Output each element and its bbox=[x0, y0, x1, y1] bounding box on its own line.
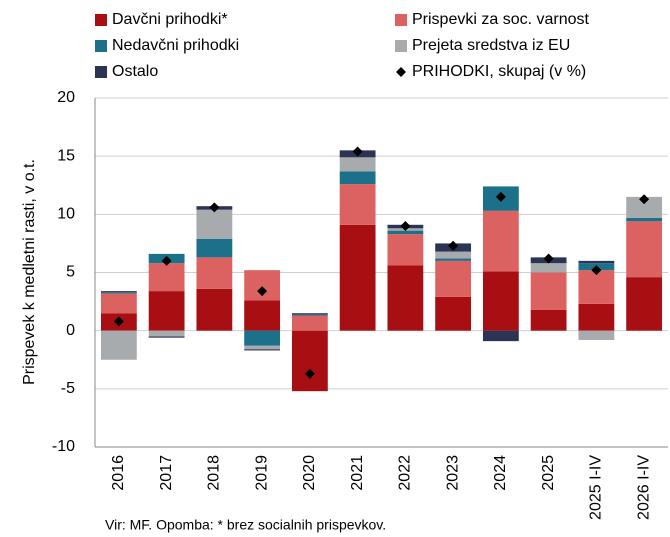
legend-label: Prispevki za soc. varnost bbox=[412, 11, 590, 28]
legend-swatch bbox=[395, 40, 407, 52]
bar-segment bbox=[626, 277, 663, 331]
total-marker bbox=[400, 220, 411, 231]
y-tick-label: -10 bbox=[52, 438, 75, 455]
total-marker bbox=[257, 286, 268, 297]
x-tick-label: 2018 bbox=[206, 455, 223, 491]
y-axis-label: Prispevek k medletni rasti, v o.t. bbox=[21, 159, 38, 385]
x-tick-label: 2020 bbox=[301, 455, 318, 491]
x-tick-label: 2017 bbox=[158, 455, 175, 491]
bar-segment bbox=[244, 349, 281, 351]
bar-segment bbox=[244, 300, 281, 331]
total-marker bbox=[304, 368, 315, 379]
bar-segment bbox=[291, 313, 328, 315]
bar-segment bbox=[435, 260, 472, 297]
bar-segment bbox=[100, 292, 137, 294]
x-tick-label: 2022 bbox=[397, 455, 414, 491]
bar-segment bbox=[626, 217, 663, 222]
bar-segment bbox=[435, 258, 472, 261]
x-tick-label: 2026 I-IV bbox=[635, 455, 652, 520]
y-tick-label: 0 bbox=[66, 322, 75, 339]
bar-segment bbox=[482, 271, 519, 331]
bar-segment bbox=[196, 238, 233, 258]
bar-segment bbox=[196, 209, 233, 239]
bar-segment bbox=[244, 345, 281, 350]
x-tick-label: 2019 bbox=[253, 455, 270, 491]
bar-segment bbox=[530, 309, 567, 331]
y-tick-label: 15 bbox=[57, 147, 75, 164]
bar-segment bbox=[148, 263, 185, 292]
bar-segment bbox=[196, 257, 233, 289]
total-marker bbox=[543, 253, 554, 264]
y-tick-label: 20 bbox=[57, 89, 75, 106]
y-tick-label: 5 bbox=[66, 264, 75, 281]
x-tick-label: 2016 bbox=[110, 455, 127, 491]
x-tick-label: 2024 bbox=[492, 455, 509, 491]
total-marker bbox=[209, 202, 220, 213]
bar-segment bbox=[626, 221, 663, 278]
total-marker bbox=[448, 240, 459, 251]
legend-label: Ostalo bbox=[112, 63, 158, 80]
y-tick-label: -5 bbox=[61, 380, 75, 397]
bar-segment bbox=[100, 330, 137, 360]
bar-segment bbox=[387, 234, 424, 266]
bar-segment bbox=[291, 314, 328, 316]
y-tick-label: 10 bbox=[57, 206, 75, 223]
legend-label: PRIHODKI, skupaj (v %) bbox=[412, 63, 586, 80]
bar-segment bbox=[578, 260, 615, 264]
total-marker bbox=[113, 316, 124, 327]
bar-segment bbox=[291, 330, 328, 392]
bar-segment bbox=[244, 330, 281, 346]
legend-swatch bbox=[395, 14, 407, 26]
bar-segment bbox=[196, 288, 233, 331]
source-note: Vir: MF. Opomba: * brez socialnih prispe… bbox=[105, 517, 386, 533]
bar-segment bbox=[387, 265, 424, 331]
bar-segment bbox=[100, 291, 137, 293]
bar-segment bbox=[530, 263, 567, 273]
bar-segment bbox=[482, 330, 519, 342]
total-marker bbox=[352, 146, 363, 157]
bar-segment bbox=[435, 296, 472, 331]
bar-segment bbox=[578, 270, 615, 304]
total-marker bbox=[639, 194, 650, 205]
bar-segment bbox=[148, 336, 185, 338]
bar-segment bbox=[530, 272, 567, 310]
bar-segment bbox=[626, 196, 663, 218]
legend-swatch bbox=[95, 14, 107, 26]
legend-label: Davčni prihodki* bbox=[112, 11, 228, 28]
bar-segment bbox=[339, 157, 376, 172]
x-tick-label: 2023 bbox=[444, 455, 461, 491]
bar-segment bbox=[339, 171, 376, 185]
total-marker bbox=[495, 191, 506, 202]
legend-marker bbox=[396, 67, 406, 77]
legend-swatch bbox=[95, 66, 107, 78]
x-tick-label: 2025 bbox=[540, 455, 557, 491]
bar-segment bbox=[100, 293, 137, 314]
bar-segment bbox=[291, 315, 328, 331]
bar-segment bbox=[339, 224, 376, 331]
bar-segment bbox=[148, 330, 185, 337]
legend-label: Prejeta sredstva iz EU bbox=[412, 37, 570, 54]
x-tick-label: 2021 bbox=[349, 455, 366, 491]
bar-segment bbox=[482, 210, 519, 272]
bar-segment bbox=[339, 184, 376, 225]
bar-segment bbox=[387, 230, 424, 235]
bar-segment bbox=[578, 330, 615, 340]
legend-label: Nedavčni prihodki bbox=[112, 37, 239, 54]
total-marker bbox=[161, 255, 172, 266]
bar-segment bbox=[435, 251, 472, 259]
bar-segment bbox=[578, 303, 615, 331]
total-marker bbox=[591, 265, 602, 276]
legend-swatch bbox=[95, 40, 107, 52]
bar-segment bbox=[148, 291, 185, 331]
x-tick-label: 2025 I-IV bbox=[588, 455, 605, 520]
